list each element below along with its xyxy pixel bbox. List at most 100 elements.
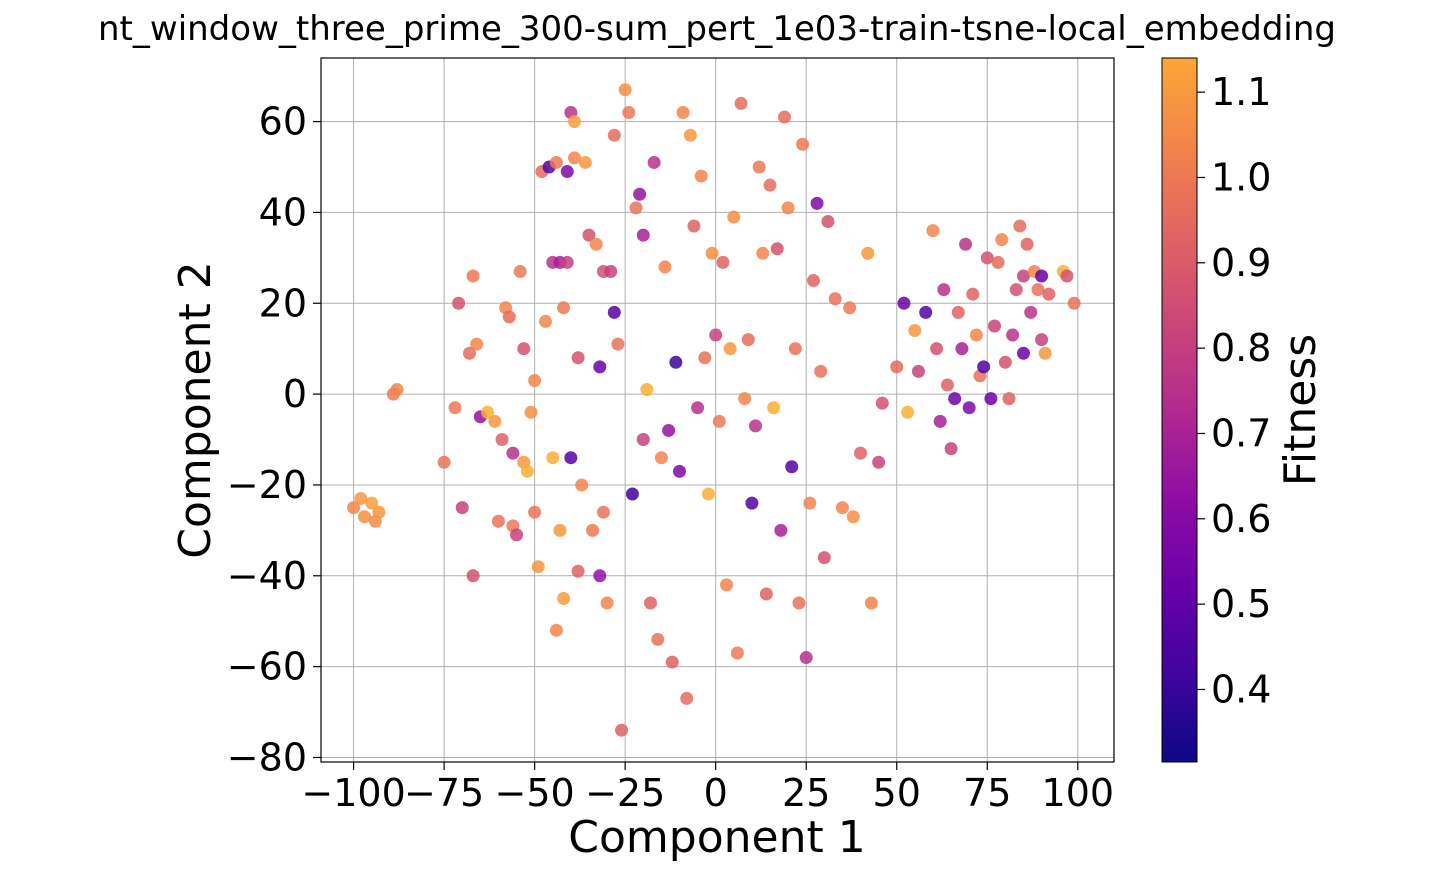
colorbar-tick-label: 0.9 bbox=[1211, 241, 1271, 285]
data-point bbox=[517, 342, 531, 356]
x-tick-label: 25 bbox=[782, 771, 830, 815]
x-tick-label: 75 bbox=[963, 771, 1011, 815]
data-point bbox=[528, 373, 542, 387]
data-point bbox=[354, 492, 368, 506]
data-point bbox=[734, 96, 748, 110]
data-point bbox=[654, 451, 668, 465]
data-point bbox=[897, 296, 911, 310]
data-point bbox=[864, 596, 878, 610]
colorbar-tick-label: 0.5 bbox=[1211, 582, 1271, 626]
data-point bbox=[575, 478, 589, 492]
data-point bbox=[372, 505, 386, 519]
data-point bbox=[890, 360, 904, 374]
data-point bbox=[669, 355, 683, 369]
colorbar-tick-label: 0.7 bbox=[1211, 411, 1271, 455]
data-point bbox=[995, 233, 1009, 247]
data-point bbox=[810, 196, 824, 210]
data-point bbox=[582, 228, 596, 242]
x-tick-label: −50 bbox=[495, 771, 575, 815]
data-point bbox=[607, 128, 621, 142]
data-point bbox=[962, 401, 976, 415]
data-point bbox=[644, 596, 658, 610]
data-point bbox=[705, 246, 719, 260]
data-point bbox=[709, 328, 723, 342]
data-point bbox=[1016, 346, 1030, 360]
data-point bbox=[571, 351, 585, 365]
data-point bbox=[828, 292, 842, 306]
chart-title: nt_window_three_prime_300-sum_pert_1e03-… bbox=[98, 9, 1336, 49]
data-point bbox=[1067, 296, 1081, 310]
data-point bbox=[781, 201, 795, 215]
data-point bbox=[676, 106, 690, 120]
data-point bbox=[557, 301, 571, 315]
data-point bbox=[560, 165, 574, 179]
data-point bbox=[774, 523, 788, 537]
data-point bbox=[347, 501, 361, 515]
data-point bbox=[524, 405, 538, 419]
data-point bbox=[901, 405, 915, 419]
x-tick-label: 100 bbox=[1042, 771, 1115, 815]
data-point bbox=[658, 260, 672, 274]
data-point bbox=[756, 246, 770, 260]
data-point bbox=[560, 255, 574, 269]
colorbar-tick-label: 0.8 bbox=[1211, 326, 1271, 370]
data-point bbox=[636, 433, 650, 447]
data-point bbox=[633, 187, 647, 201]
data-point bbox=[1024, 305, 1038, 319]
y-tick-label: 20 bbox=[259, 281, 307, 325]
data-point bbox=[959, 237, 973, 251]
x-tick-label: −75 bbox=[404, 771, 484, 815]
x-axis-ticks: −100−75 −50 −25 0 25 50 75 100 bbox=[301, 762, 1114, 815]
data-point bbox=[741, 333, 755, 347]
data-point bbox=[629, 201, 643, 215]
data-point bbox=[578, 155, 592, 169]
data-point bbox=[1009, 283, 1023, 297]
data-point bbox=[930, 342, 944, 356]
x-axis-label: Component 1 bbox=[568, 812, 865, 863]
data-point bbox=[491, 514, 505, 528]
data-point bbox=[788, 342, 802, 356]
data-point bbox=[988, 319, 1002, 333]
x-tick-label: −100 bbox=[301, 771, 405, 815]
data-point bbox=[716, 255, 730, 269]
data-point bbox=[589, 237, 603, 251]
data-point bbox=[495, 433, 509, 447]
colorbar-ticks: 0.4 0.5 0.6 0.7 0.8 0.9 1.0 1.1 bbox=[1197, 70, 1271, 711]
data-point bbox=[763, 178, 777, 192]
data-point bbox=[966, 287, 980, 301]
data-point bbox=[821, 215, 835, 229]
data-point bbox=[1016, 269, 1030, 283]
data-point bbox=[712, 414, 726, 428]
data-point bbox=[759, 587, 773, 601]
data-point bbox=[1038, 346, 1052, 360]
data-point bbox=[796, 137, 810, 151]
data-point bbox=[944, 442, 958, 456]
data-point bbox=[803, 496, 817, 510]
data-point bbox=[365, 496, 379, 510]
data-point bbox=[727, 210, 741, 224]
plot-frame bbox=[320, 57, 1115, 763]
data-point bbox=[1060, 269, 1074, 283]
data-point bbox=[571, 564, 585, 578]
data-point bbox=[854, 446, 868, 460]
data-point bbox=[1042, 287, 1056, 301]
data-point bbox=[680, 691, 694, 705]
data-point bbox=[977, 360, 991, 374]
data-point bbox=[955, 342, 969, 356]
data-point bbox=[466, 569, 480, 583]
data-point bbox=[553, 523, 567, 537]
data-point bbox=[951, 305, 965, 319]
data-point bbox=[1035, 333, 1049, 347]
data-point bbox=[455, 501, 469, 515]
y-tick-label: −40 bbox=[227, 554, 307, 598]
colorbar: 0.4 0.5 0.6 0.7 0.8 0.9 1.0 1.1 Fitness bbox=[1161, 57, 1326, 763]
data-point bbox=[792, 596, 806, 610]
data-point bbox=[466, 269, 480, 283]
data-point bbox=[1031, 283, 1045, 297]
data-point bbox=[452, 296, 466, 310]
data-point bbox=[691, 401, 705, 415]
data-point bbox=[647, 155, 661, 169]
data-point bbox=[549, 155, 563, 169]
x-tick-label: 0 bbox=[704, 771, 728, 815]
data-point bbox=[937, 283, 951, 297]
